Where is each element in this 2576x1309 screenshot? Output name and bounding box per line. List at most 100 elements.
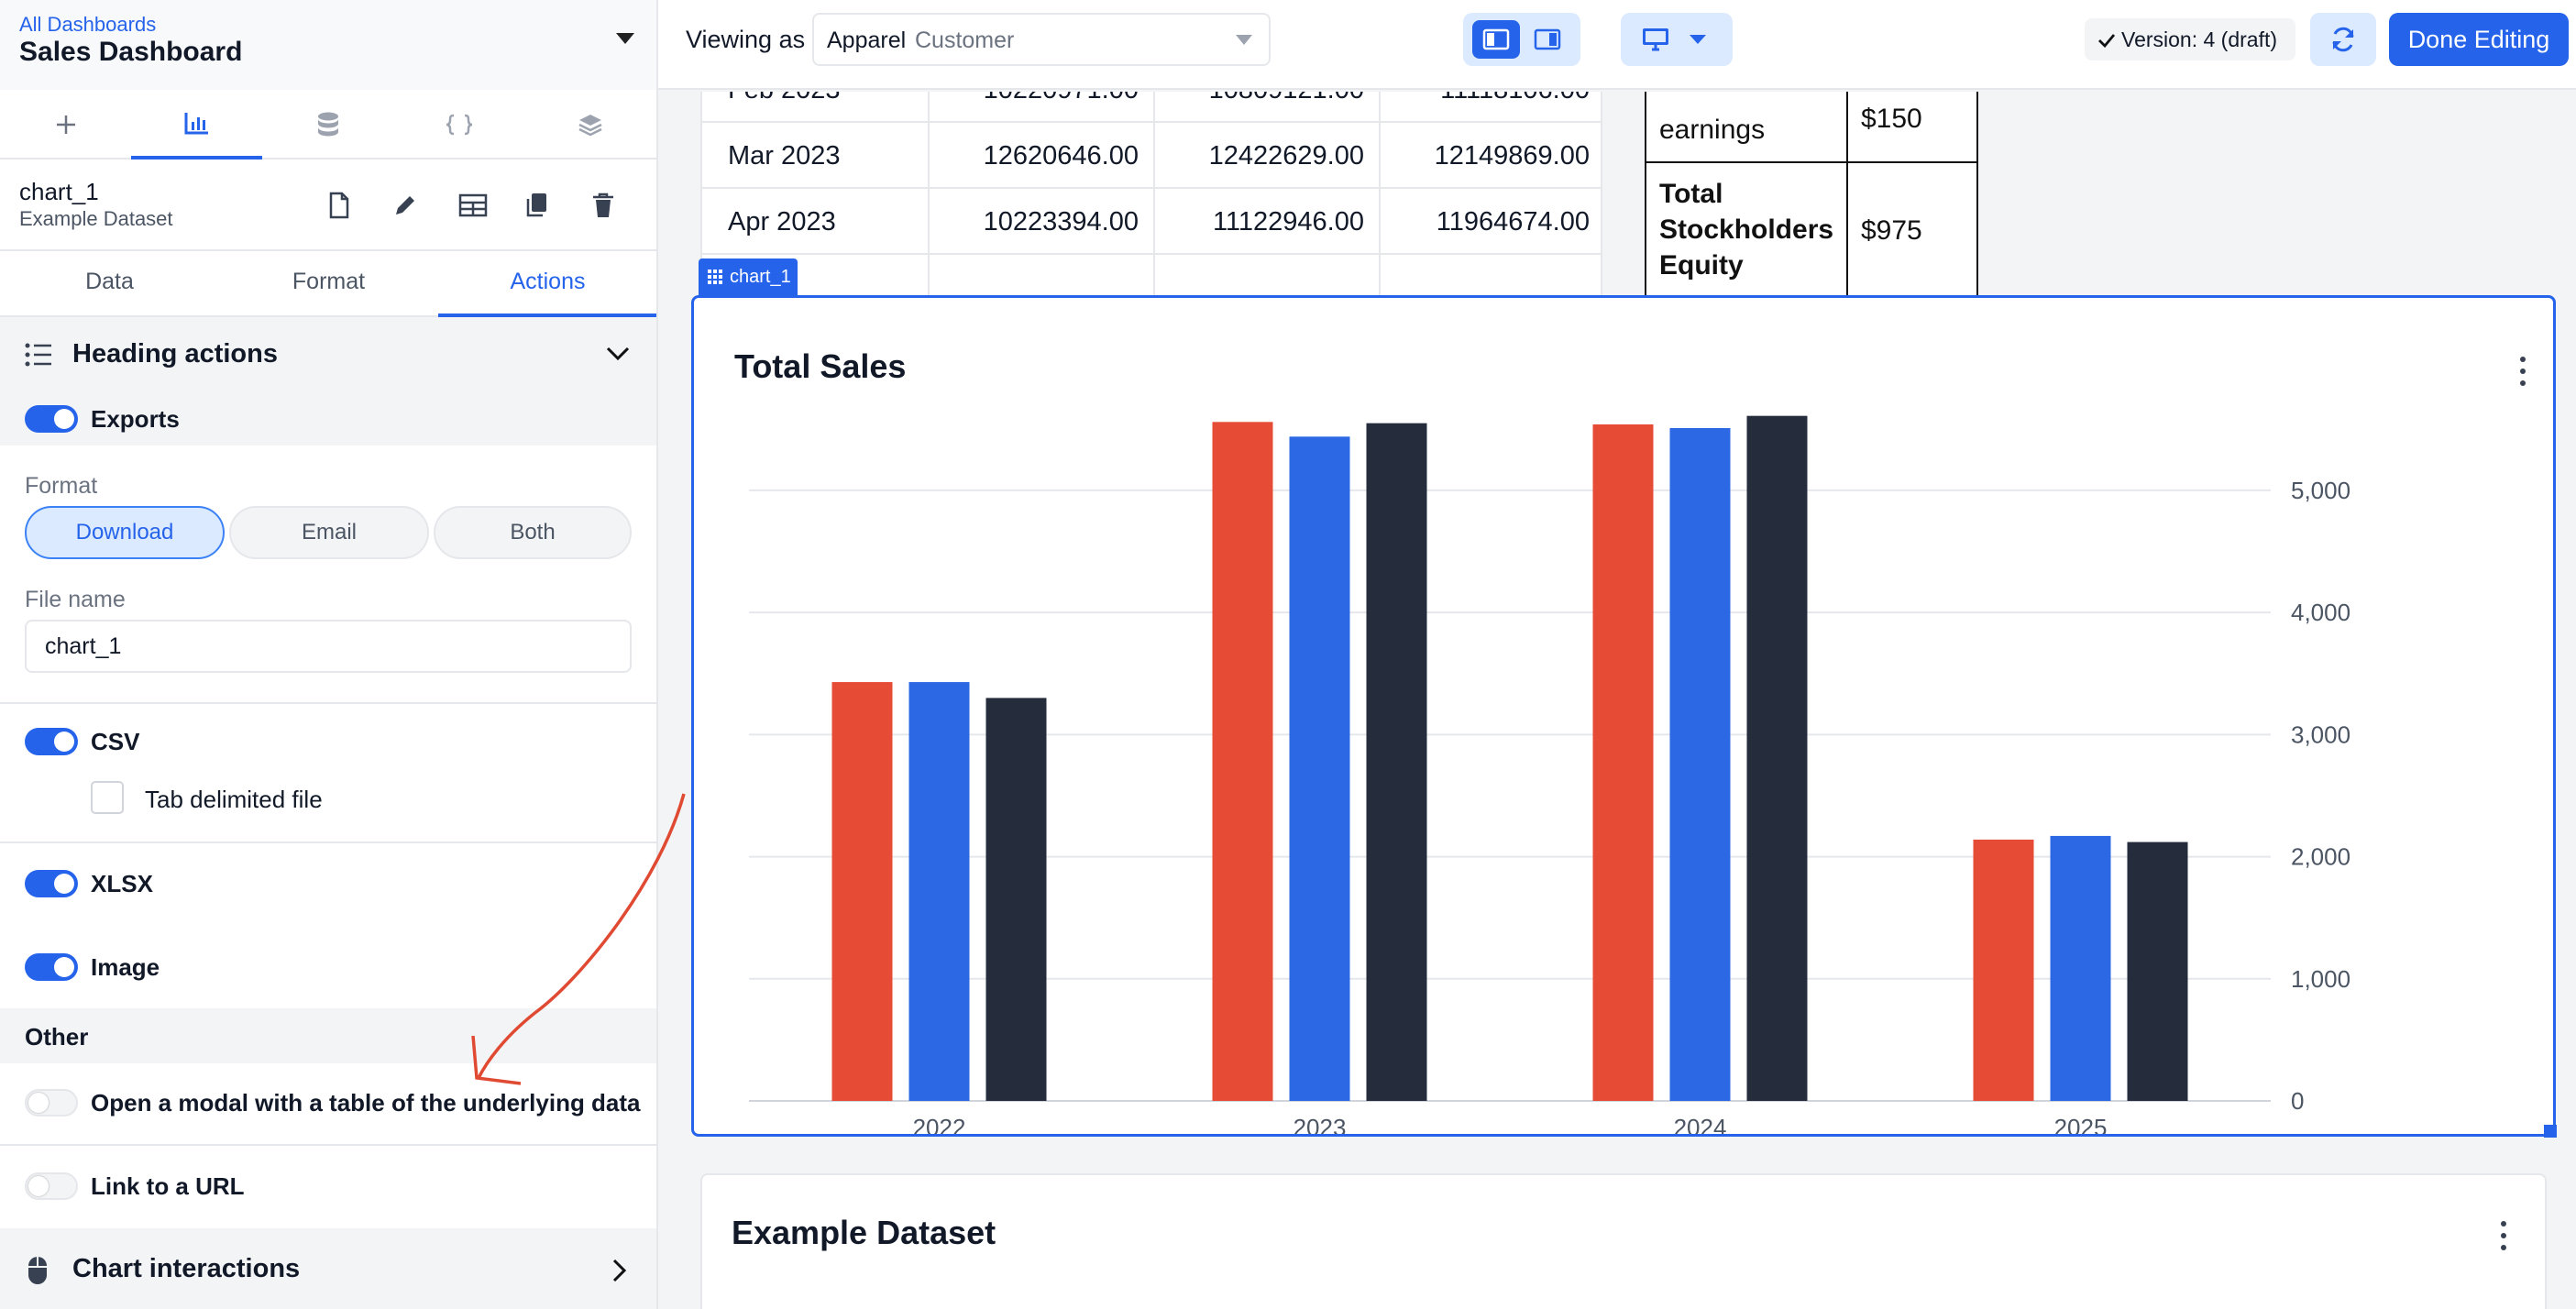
- resize-handle[interactable]: [2544, 1125, 2557, 1138]
- chart-interactions-section[interactable]: Chart interactions: [0, 1228, 656, 1309]
- bar: [985, 698, 1047, 1101]
- x-tick-label: 2024: [1674, 1114, 1727, 1134]
- image-toggle[interactable]: [25, 953, 78, 981]
- table-cell: 12422629.00: [1208, 141, 1364, 170]
- mouse-icon: [28, 1257, 47, 1284]
- tab-data[interactable]: Data: [85, 269, 134, 294]
- chart-title: Total Sales: [734, 347, 907, 385]
- tab-delimited-checkbox[interactable]: [91, 781, 124, 814]
- viewing-as-select[interactable]: Apparel Customer: [812, 13, 1271, 66]
- viewing-as-type: Customer: [915, 28, 1015, 53]
- chart-card[interactable]: Total Sales 0 1,000 2,000 3,000 4,000 5,000 20…: [691, 295, 2557, 1138]
- sidebar-right-layout-button[interactable]: [1524, 20, 1571, 59]
- x-tick-label: 2022: [913, 1114, 966, 1134]
- xlsx-label: XLSX: [91, 870, 153, 897]
- chart-info-row: chart_1 Example Dataset: [0, 160, 656, 251]
- file-icon: [329, 192, 349, 219]
- bar: [908, 682, 970, 1101]
- divider: [0, 702, 656, 704]
- heading-actions-section[interactable]: Heading actions: [0, 317, 656, 392]
- xlsx-toggle[interactable]: [25, 870, 78, 897]
- trash-icon: [593, 192, 613, 217]
- table-icon: [458, 193, 488, 217]
- all-dashboards-link[interactable]: All Dashboards: [19, 13, 157, 36]
- exports-label: Exports: [91, 405, 180, 433]
- x-tick-label: 2025: [2054, 1114, 2108, 1134]
- dataset-card-title: Example Dataset: [732, 1214, 996, 1251]
- y-tick-label: 4,000: [2291, 599, 2350, 626]
- format-both-button[interactable]: Both: [434, 506, 632, 559]
- tab-format[interactable]: Format: [292, 269, 366, 294]
- grid-dots-icon: [708, 270, 722, 284]
- table-row: Feb 2023 10220971.00 10809121.00 1111810…: [702, 92, 1602, 123]
- chart-dataset: Example Dataset: [19, 207, 173, 230]
- format-download-button[interactable]: Download: [25, 506, 225, 559]
- table-cell: 11122946.00: [1212, 207, 1364, 236]
- database-icon: [317, 112, 338, 137]
- tab-layers[interactable]: [524, 90, 655, 160]
- new-file-button[interactable]: [319, 185, 359, 226]
- top-bar: Viewing as Apparel Customer Version: 4 (…: [658, 0, 2576, 90]
- divider: [0, 842, 656, 843]
- divider: [1153, 92, 1155, 358]
- bar: [1366, 423, 1427, 1101]
- chart-drag-handle[interactable]: chart_1: [699, 258, 798, 295]
- divider: [1379, 92, 1381, 358]
- bar: [1289, 436, 1350, 1101]
- sidebar-left-layout-button[interactable]: [1472, 20, 1520, 59]
- file-name-input[interactable]: chart_1: [25, 620, 632, 673]
- divider: [1846, 92, 1848, 368]
- list-icon: [25, 343, 51, 367]
- link-url-toggle[interactable]: [25, 1172, 78, 1200]
- more-menu-icon[interactable]: [2518, 357, 2527, 388]
- monitor-icon: [1643, 28, 1668, 51]
- modal-table-toggle[interactable]: [25, 1089, 78, 1116]
- bar: [831, 682, 893, 1101]
- bar: [1212, 422, 1273, 1101]
- tab-actions[interactable]: Actions: [438, 251, 656, 317]
- equity-row-value: $975: [1861, 215, 1922, 246]
- copy-button[interactable]: [517, 185, 557, 226]
- file-name-label: File name: [25, 587, 126, 612]
- copy-icon: [526, 193, 546, 217]
- bar: [2127, 842, 2188, 1101]
- bar: [1973, 839, 2034, 1101]
- delete-button[interactable]: [583, 185, 623, 226]
- tab-chart[interactable]: [131, 90, 262, 160]
- table-cell: 10809121.00: [1153, 92, 1364, 123]
- caret-down-icon: [1690, 35, 1706, 44]
- bar: [1669, 427, 1731, 1102]
- version-badge[interactable]: Version: 4 (draft): [2085, 18, 2295, 60]
- tab-code[interactable]: [393, 90, 524, 160]
- y-tick-label: 5,000: [2291, 477, 2350, 504]
- table-view-button[interactable]: [453, 185, 493, 226]
- chevron-right-icon[interactable]: [611, 1258, 629, 1283]
- bar-chart: 0 1,000 2,000 3,000 4,000 5,000 2022 2023 2024 20…: [749, 415, 2350, 1134]
- sidebar-icon-tabs: [0, 90, 656, 160]
- table-cell: Apr 2023: [728, 207, 836, 236]
- bar: [2050, 835, 2111, 1101]
- table-cell: Mar 2023: [728, 141, 841, 170]
- refresh-button[interactable]: [2310, 13, 2376, 66]
- tab-datasets[interactable]: [262, 90, 393, 160]
- sidebar-header: All Dashboards Sales Dashboard: [0, 0, 656, 90]
- table-row: Mar 2023 12620646.00 12422629.00 1214986…: [702, 123, 1602, 189]
- image-label: Image: [91, 953, 160, 981]
- csv-toggle[interactable]: [25, 728, 78, 755]
- x-tick-label: 2023: [1294, 1114, 1347, 1134]
- tab-add[interactable]: [0, 90, 131, 160]
- editor-sidebar: All Dashboards Sales Dashboard chart_1 E…: [0, 0, 658, 1309]
- chart-tag-label: chart_1: [730, 267, 791, 287]
- edit-button[interactable]: [385, 185, 425, 226]
- table-cell: 12149869.00: [1434, 141, 1590, 170]
- device-select[interactable]: [1621, 13, 1733, 66]
- plus-icon: [56, 116, 75, 134]
- dashboard-caret-icon[interactable]: [616, 33, 634, 44]
- other-section: Other: [0, 1008, 656, 1063]
- done-editing-button[interactable]: Done Editing: [2389, 13, 2569, 66]
- format-email-button[interactable]: Email: [229, 506, 429, 559]
- chevron-down-icon[interactable]: [605, 345, 631, 363]
- more-menu-icon[interactable]: [2499, 1221, 2508, 1252]
- exports-toggle[interactable]: [25, 405, 78, 433]
- link-url-label: Link to a URL: [91, 1172, 245, 1200]
